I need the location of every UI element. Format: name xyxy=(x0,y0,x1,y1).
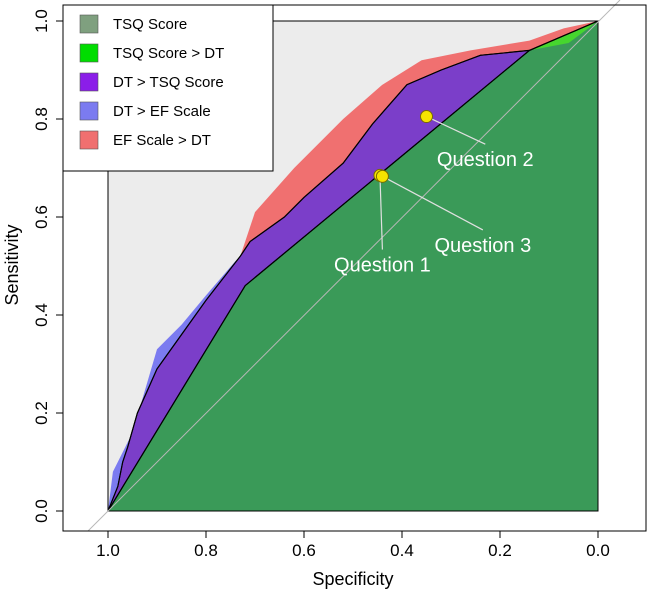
question-point xyxy=(375,169,389,183)
x-axis-label: Specificity xyxy=(312,569,393,589)
y-tick-label: 0.4 xyxy=(32,303,51,327)
y-tick-label: 0.2 xyxy=(32,401,51,425)
legend-swatch xyxy=(79,101,99,121)
legend-label: TSQ Score > DT xyxy=(113,45,224,62)
annotation-leader xyxy=(379,175,383,250)
question-label: Question 2 xyxy=(437,149,534,171)
legend-label: TSQ Score xyxy=(113,16,187,33)
legend-swatch xyxy=(79,43,99,63)
question-label: Question 1 xyxy=(334,255,431,277)
area-ef-gt-dt xyxy=(240,21,599,257)
legend-label: DT > TSQ Score xyxy=(113,74,224,91)
curve-dt xyxy=(107,20,599,512)
legend-label: DT > EF Scale xyxy=(113,103,211,120)
y-tick-label: 1.0 xyxy=(32,9,51,33)
x-tick-label: 0.0 xyxy=(586,541,610,560)
legend-swatch xyxy=(79,130,99,150)
y-tick-label: 0.8 xyxy=(32,107,51,131)
plot-frame xyxy=(62,4,647,532)
x-tick-label: 0.2 xyxy=(488,541,512,560)
y-tick-label: 0.0 xyxy=(32,499,51,523)
y-tick-label: 0.6 xyxy=(32,205,51,229)
legend-label: EF Scale > DT xyxy=(113,132,211,149)
legend-swatch xyxy=(79,72,99,92)
question-point xyxy=(420,110,433,124)
x-tick-label: 0.4 xyxy=(390,541,414,560)
diagonal-line xyxy=(87,0,621,532)
x-tick-label: 0.6 xyxy=(292,541,316,560)
y-axis-label: Sensitivity xyxy=(2,224,22,305)
x-tick-label: 1.0 xyxy=(96,541,120,560)
annotation-leader xyxy=(426,116,486,145)
x-tick-label: 0.8 xyxy=(194,541,218,560)
annotation-leader xyxy=(382,175,484,231)
legend-swatch xyxy=(79,14,99,34)
question-label: Question 3 xyxy=(434,235,531,257)
